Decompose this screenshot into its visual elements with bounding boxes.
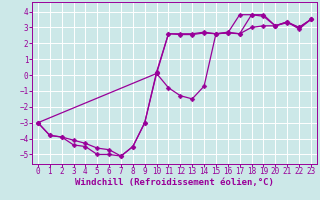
X-axis label: Windchill (Refroidissement éolien,°C): Windchill (Refroidissement éolien,°C) xyxy=(75,178,274,187)
